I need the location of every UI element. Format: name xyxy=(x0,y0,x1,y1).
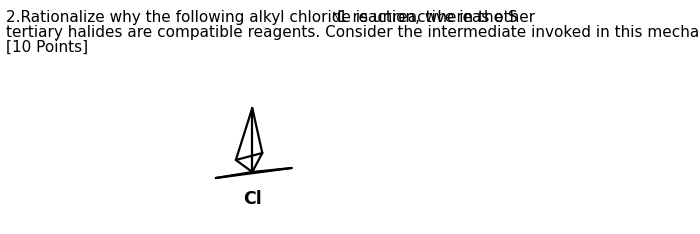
Text: N: N xyxy=(332,12,340,22)
Text: tertiary halides are compatible reagents. Consider the intermediate invoked in t: tertiary halides are compatible reagents… xyxy=(6,25,700,40)
Text: 1 reaction, whereas other: 1 reaction, whereas other xyxy=(337,10,535,25)
Text: [10 Points]: [10 Points] xyxy=(6,40,87,55)
Text: 2.Rationalize why the following alkyl chloride is unreactive in the S: 2.Rationalize why the following alkyl ch… xyxy=(6,10,517,25)
Text: Cl: Cl xyxy=(243,190,262,208)
